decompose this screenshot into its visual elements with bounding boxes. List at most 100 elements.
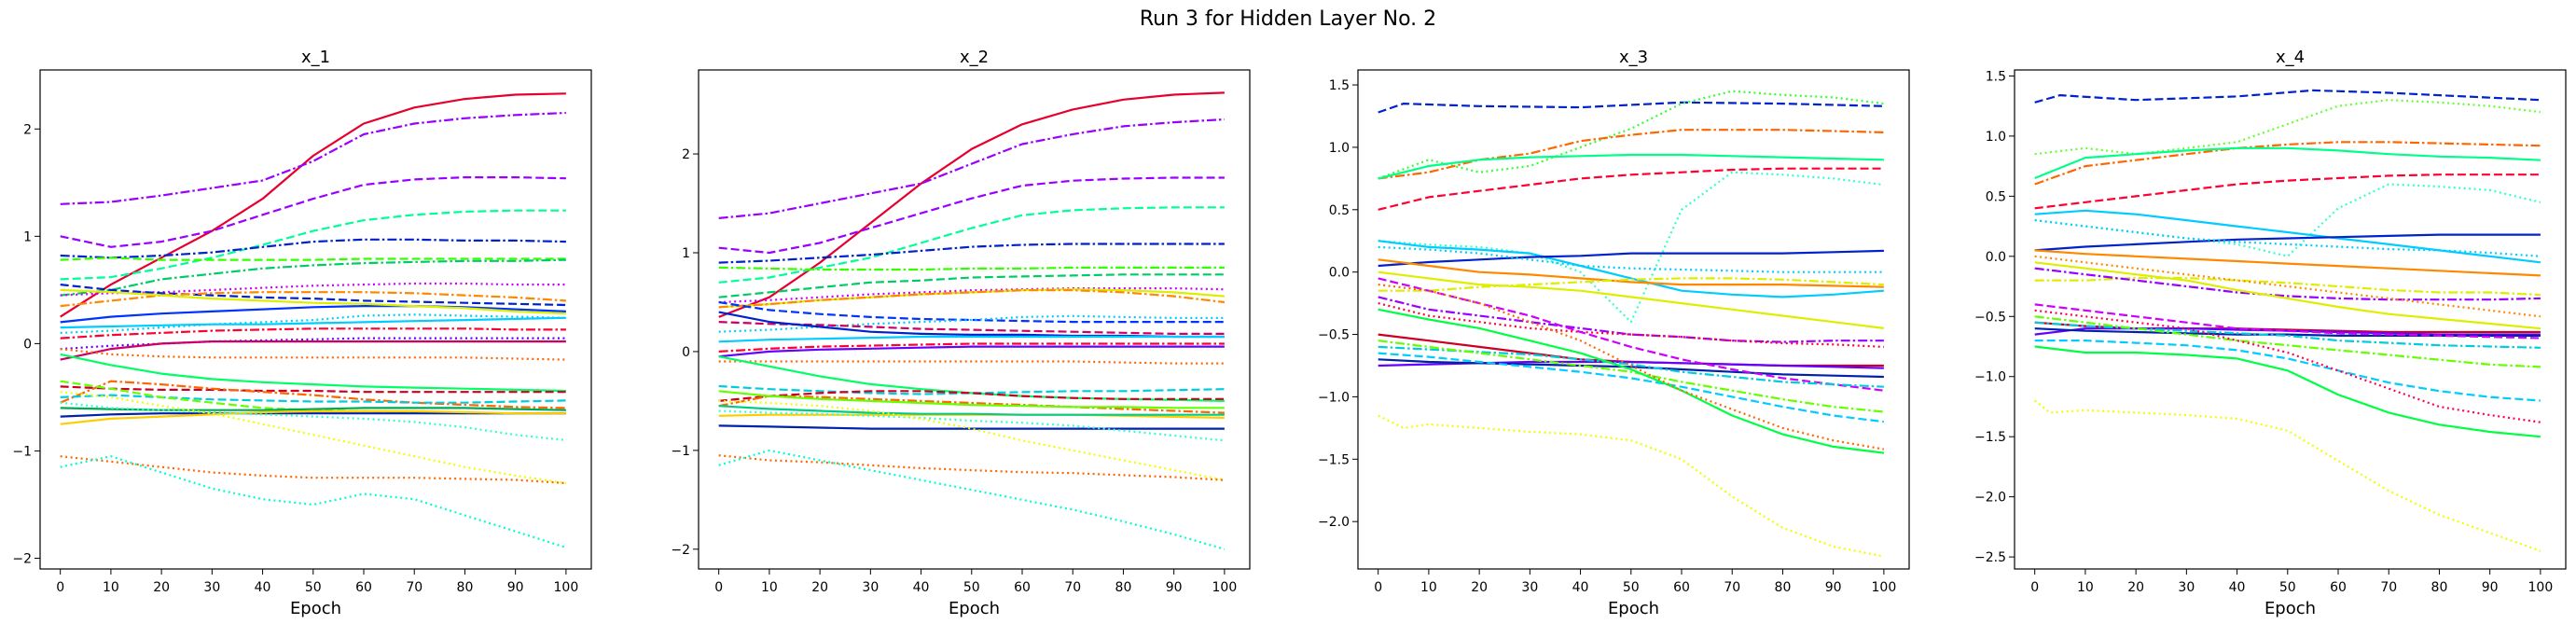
- plot-frame: [698, 69, 1251, 570]
- y-tick-label: −0.5: [1318, 328, 1350, 343]
- x-axis-label: Epoch: [1608, 599, 1659, 618]
- x-tick-label: 20: [1471, 580, 1488, 595]
- series-line-21: [60, 380, 566, 409]
- series-line-5: [2034, 173, 2541, 210]
- x-tick-label: 30: [2178, 580, 2195, 595]
- series-line-10: [1378, 258, 1884, 288]
- series-line-18: [718, 360, 1225, 365]
- x-tick-label: 40: [1572, 580, 1589, 595]
- y-tick-label: 1: [682, 246, 690, 261]
- series-group: [2034, 89, 2541, 552]
- x-tick-label: 70: [1064, 580, 1081, 595]
- series-line-7: [2034, 209, 2541, 264]
- y-tick-label: 1.5: [1986, 69, 2006, 84]
- y-tick-label: 0.0: [1329, 266, 1350, 281]
- y-tick-label: −1.5: [1318, 452, 1350, 467]
- series-line-12: [60, 288, 566, 315]
- x-tick-label: 60: [355, 580, 372, 595]
- series-line-10: [2034, 249, 2541, 277]
- series-line-30: [60, 455, 567, 549]
- series-line-16: [2034, 327, 2541, 336]
- x-tick-label: 90: [507, 580, 524, 595]
- x-tick-label: 0: [2030, 580, 2039, 595]
- series-group: [60, 92, 567, 549]
- y-tick-label: 0: [682, 345, 690, 360]
- x-axis-label: Epoch: [2264, 599, 2316, 618]
- y-tick-label: 1.0: [1986, 130, 2006, 145]
- series-line-5: [1378, 167, 1884, 211]
- series-line-6: [60, 257, 566, 261]
- x-tick-label: 50: [2279, 580, 2296, 595]
- series-line-11: [60, 305, 566, 324]
- series-line-14: [60, 313, 566, 334]
- y-tick-label: 0.5: [1329, 203, 1350, 218]
- x-tick-label: 40: [255, 580, 271, 595]
- series-line-2: [718, 118, 1225, 219]
- plot-frame: [2014, 69, 2567, 570]
- series-line-26: [60, 409, 566, 425]
- series-line-2: [2034, 99, 2541, 156]
- x-tick-label: 20: [811, 580, 828, 595]
- series-line-4: [718, 206, 1225, 284]
- series-line-28: [718, 399, 1226, 481]
- chart-panel-4: x_4 0 10 20 30 40 50 60 70 80 90 100 −2.5 −2.0 −1.5 −1.…: [1974, 48, 2567, 618]
- y-tick-label: −2: [671, 543, 690, 558]
- series-line-19: [1378, 345, 1884, 388]
- y-tick-label: 2: [682, 147, 690, 162]
- figure-title: Run 3 for Hidden Layer No. 2: [1140, 7, 1436, 31]
- chart-panel-1: x_1 0 10 20 30 40 50 60 70 80 90 100 −2 −1 0 1 2 Epoch: [12, 48, 592, 618]
- series-line-20: [2034, 315, 2541, 368]
- series-line-11: [718, 300, 1225, 324]
- series-line-6: [1378, 171, 1885, 324]
- series-line-1: [1378, 101, 1884, 114]
- x-tick-label: 50: [1623, 580, 1640, 595]
- series-line-22: [1378, 308, 1885, 454]
- series-line-20: [1378, 340, 1885, 413]
- series-line-19: [60, 353, 566, 393]
- series-line-11: [1378, 277, 1884, 292]
- chart-title: x_3: [1619, 48, 1648, 67]
- y-tick-label: −1.5: [1974, 430, 2006, 445]
- series-line-23: [1378, 284, 1885, 451]
- y-tick-label: −1: [671, 444, 690, 459]
- series-line-11: [2034, 276, 2541, 297]
- series-line-5: [718, 243, 1225, 264]
- y-tick-label: −2.5: [1974, 550, 2006, 565]
- series-line-3: [2034, 141, 2541, 186]
- series-line-24: [2034, 399, 2541, 552]
- series-line-8: [718, 287, 1225, 304]
- series-line-10: [718, 289, 1226, 309]
- x-tick-label: 0: [1374, 580, 1382, 595]
- series-line-15: [60, 327, 566, 340]
- series-line-15: [718, 335, 1225, 343]
- chart-panel-3: x_3 0 10 20 30 40 50 60 70 80 90 100 −2.0 −1.5 −1.0 −0.…: [1318, 48, 1910, 618]
- x-tick-label: 10: [1420, 580, 1437, 595]
- y-tick-label: 1.0: [1329, 141, 1350, 156]
- x-tick-label: 90: [1166, 580, 1183, 595]
- series-line-23: [718, 390, 1225, 409]
- series-line-17: [2034, 327, 2541, 337]
- series-line-10: [60, 291, 566, 308]
- series-line-17: [1378, 358, 1884, 379]
- series-line-16: [60, 337, 566, 351]
- series-line-22: [2034, 309, 2541, 423]
- series-line-12: [2034, 267, 2541, 301]
- x-tick-label: 0: [56, 580, 64, 595]
- series-line-5: [60, 238, 566, 259]
- x-tick-label: 70: [2380, 580, 2397, 595]
- series-line-7: [60, 258, 566, 297]
- y-tick-label: 1.5: [1329, 78, 1350, 93]
- series-line-1: [718, 91, 1225, 318]
- series-line-26: [718, 405, 1225, 416]
- series-line-18: [60, 348, 566, 361]
- series-line-13: [1378, 296, 1884, 343]
- series-line-3: [60, 176, 566, 248]
- x-tick-label: 0: [714, 580, 723, 595]
- x-tick-label: 50: [963, 580, 980, 595]
- series-line-7: [718, 273, 1225, 298]
- x-tick-label: 60: [1673, 580, 1690, 595]
- series-line-17: [60, 340, 566, 361]
- series-line-29: [60, 455, 566, 485]
- series-line-17: [718, 345, 1225, 358]
